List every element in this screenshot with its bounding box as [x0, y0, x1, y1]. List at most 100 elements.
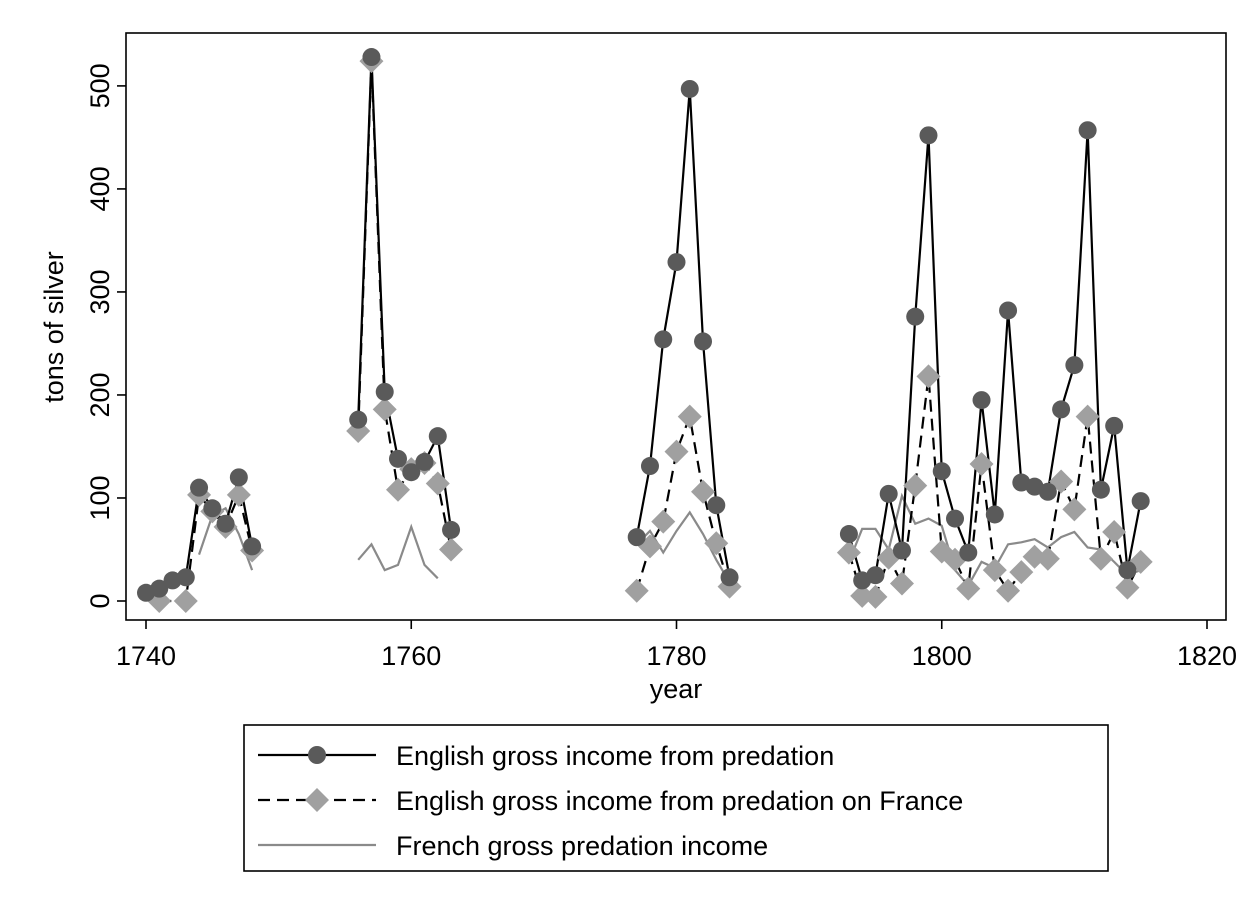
data-point-circle — [906, 307, 925, 326]
data-point-circle — [919, 126, 938, 145]
data-point-diamond — [850, 583, 875, 608]
data-point-diamond — [916, 364, 941, 389]
data-point-diamond — [1102, 519, 1127, 544]
data-point-circle — [667, 253, 686, 272]
series-line — [635, 510, 731, 584]
data-point-circle — [1065, 356, 1084, 375]
x-tick-label: 1760 — [381, 641, 441, 671]
data-point-diamond — [969, 451, 994, 476]
data-point-diamond — [425, 471, 450, 496]
data-point-circle — [428, 427, 447, 446]
data-point-diamond — [226, 482, 251, 507]
data-point-diamond — [1088, 546, 1113, 571]
series-0-markers — [137, 48, 1150, 602]
data-point-diamond — [996, 578, 1021, 603]
data-point-circle — [243, 537, 262, 556]
data-point-circle — [999, 301, 1018, 320]
data-point-circle — [216, 514, 235, 533]
data-point-diamond — [624, 578, 649, 603]
series-1-markers — [147, 49, 1153, 613]
x-tick-label: 1780 — [646, 641, 706, 671]
axes: 1740 1760 1780 1800 1820 0 100 200 300 400 500 — [85, 32, 1237, 671]
data-point-circle — [627, 528, 646, 547]
data-point-circle — [415, 452, 434, 471]
data-point-circle — [640, 457, 659, 476]
data-point-diamond — [651, 509, 676, 534]
data-point-circle — [720, 568, 739, 587]
data-point-circle — [1091, 480, 1110, 499]
data-point-circle — [362, 48, 381, 67]
data-point-circle — [694, 332, 713, 351]
data-point-circle — [442, 520, 461, 539]
data-point-diamond — [664, 439, 689, 464]
data-point-circle — [1052, 400, 1071, 419]
data-point-diamond — [1035, 546, 1060, 571]
x-tick-label: 1820 — [1177, 641, 1237, 671]
data-point-circle — [972, 391, 991, 410]
y-tick-label: 500 — [85, 63, 115, 108]
data-point-circle — [402, 463, 421, 482]
data-point-circle — [707, 496, 726, 515]
data-point-diamond — [889, 571, 914, 596]
data-point-diamond — [439, 537, 464, 562]
data-point-diamond — [372, 397, 397, 422]
y-tick-label: 0 — [85, 593, 115, 608]
y-tick-label: 100 — [85, 475, 115, 520]
data-point-diamond — [173, 589, 198, 613]
data-point-diamond — [1075, 404, 1100, 429]
legend-label: English gross income from predation on F… — [396, 786, 963, 816]
plot-area — [137, 48, 1153, 613]
data-point-diamond — [704, 531, 729, 556]
data-point-circle — [959, 543, 978, 562]
data-point-diamond — [903, 473, 928, 498]
x-tick-label: 1800 — [912, 641, 972, 671]
legend-marker-diamond — [305, 788, 329, 812]
data-point-circle — [866, 566, 885, 585]
y-tick-label: 300 — [85, 269, 115, 314]
data-point-diamond — [836, 540, 861, 565]
data-point-circle — [203, 499, 222, 518]
data-point-diamond — [1115, 575, 1140, 600]
data-point-circle — [946, 509, 965, 528]
data-point-circle — [680, 79, 699, 98]
x-tick-label: 1740 — [116, 641, 176, 671]
data-point-circle — [1038, 482, 1057, 501]
data-point-circle — [388, 449, 407, 468]
legend-label: English gross income from predation — [396, 741, 834, 771]
data-point-circle — [1131, 492, 1150, 511]
data-point-circle — [879, 484, 898, 503]
data-point-circle — [654, 330, 673, 349]
legend-box — [243, 724, 1109, 872]
data-point-circle — [1078, 121, 1097, 140]
data-point-circle — [1118, 561, 1137, 580]
data-point-diamond — [956, 576, 981, 601]
series-line — [357, 523, 439, 580]
series-line — [847, 376, 1142, 599]
y-tick-label: 200 — [85, 372, 115, 417]
legend-label: French gross predation income — [396, 831, 768, 861]
data-point-circle — [932, 462, 951, 481]
legend-marker-circle — [308, 746, 326, 764]
data-point-circle — [190, 478, 209, 497]
data-point-diamond — [1009, 560, 1034, 585]
data-point-circle — [985, 505, 1004, 524]
y-tick-label: 400 — [85, 166, 115, 211]
data-point-diamond — [677, 404, 702, 429]
data-point-circle — [892, 541, 911, 560]
y-axis-title: tons of silver — [39, 251, 69, 403]
legend: English gross income from predation Engli… — [243, 724, 1109, 872]
data-point-diamond — [1062, 497, 1087, 522]
data-point-diamond — [385, 477, 410, 502]
data-point-diamond — [691, 479, 716, 504]
data-point-circle — [839, 525, 858, 544]
data-point-circle — [349, 410, 368, 429]
data-point-circle — [1105, 416, 1124, 435]
data-point-diamond — [863, 584, 888, 609]
data-point-circle — [229, 468, 248, 487]
data-point-circle — [176, 568, 195, 587]
data-point-circle — [375, 382, 394, 401]
series-line — [635, 88, 731, 578]
data-point-diamond — [982, 558, 1007, 583]
data-point-circle — [150, 579, 169, 598]
